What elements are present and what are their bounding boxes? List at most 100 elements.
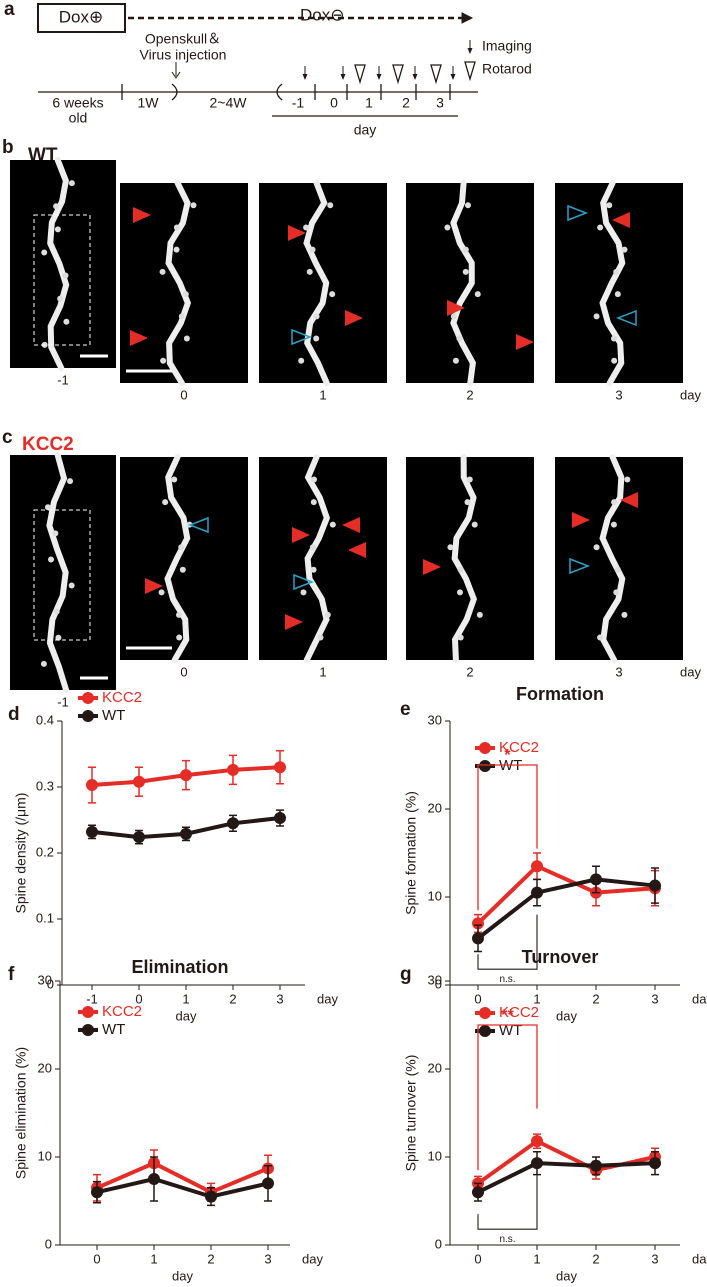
- spine: [67, 478, 74, 485]
- x-tick-label: 0: [135, 991, 142, 1006]
- y-tick-label: 10: [38, 1148, 52, 1163]
- imaging-arrow: [340, 74, 346, 80]
- spine: [597, 224, 604, 231]
- day-label: 2: [402, 95, 410, 111]
- x-tick-label: 3: [651, 1251, 658, 1266]
- spine: [621, 246, 628, 253]
- dendrite: [165, 180, 192, 386]
- spine: [611, 357, 618, 364]
- arrowhead: [612, 212, 630, 228]
- legend-marker: [479, 1007, 491, 1019]
- x-tick-label: 2: [229, 991, 236, 1006]
- legend-label: KCC2: [499, 1004, 539, 1021]
- imaging-arrow: [302, 74, 308, 80]
- spine: [474, 291, 481, 298]
- x-tick-label: 1: [150, 1251, 157, 1266]
- spine: [55, 634, 62, 641]
- arrowhead: [285, 614, 303, 630]
- spine: [317, 634, 324, 641]
- spine: [41, 249, 48, 256]
- x-axis-unit: day: [692, 1251, 707, 1266]
- x-axis-label: day: [176, 1008, 197, 1023]
- spine: [54, 226, 61, 233]
- x-tick-label: 2: [207, 1251, 214, 1266]
- x-tick-label: 3: [276, 991, 283, 1006]
- significance-label: **: [501, 1007, 514, 1024]
- arrowhead: [292, 527, 310, 543]
- x-tick-label: -1: [86, 991, 98, 1006]
- imaging-arrow: [376, 74, 382, 80]
- dox-off: Dox⊖: [300, 5, 344, 24]
- legend-label: WT: [499, 1022, 522, 1039]
- marker: [274, 812, 286, 825]
- x-axis-unit: day: [317, 991, 338, 1006]
- y-tick-label: 30: [428, 712, 442, 727]
- day-unit: day: [680, 664, 701, 679]
- marker: [531, 1135, 543, 1148]
- spine: [303, 224, 310, 231]
- legend-label: WT: [102, 1021, 125, 1038]
- marker: [649, 1157, 661, 1170]
- panel-label: d: [8, 704, 20, 725]
- day-label: 0: [330, 95, 338, 111]
- spine: [606, 202, 613, 209]
- age-label: old: [69, 110, 88, 126]
- dendrite: [450, 180, 476, 386]
- dendrite: [303, 180, 330, 386]
- arrowhead: [620, 492, 638, 508]
- marker: [91, 1186, 103, 1199]
- significance-label: n.s.: [499, 1234, 515, 1245]
- x-tick-label: 3: [651, 991, 658, 1006]
- series-line: [96, 1160, 269, 1195]
- legend-label: WT: [102, 707, 125, 724]
- series-line: [477, 1161, 656, 1194]
- surgery-label: Openskull＆: [145, 31, 221, 47]
- significance-label: n.s.: [499, 974, 515, 985]
- spine: [610, 335, 617, 342]
- x-tick-label: 1: [533, 1251, 540, 1266]
- legend-label: Imaging: [482, 38, 532, 54]
- y-tick-label: 0: [45, 1236, 52, 1251]
- roi-box: [33, 509, 91, 641]
- spine: [462, 268, 469, 275]
- day-label: 1: [319, 387, 326, 402]
- spine: [613, 268, 620, 275]
- spine: [53, 203, 60, 210]
- y-axis-label: Spine turnover (%): [403, 1055, 419, 1172]
- arrowhead: [423, 559, 441, 575]
- spine: [178, 313, 185, 320]
- spine: [621, 611, 628, 618]
- arrowhead: [345, 310, 363, 326]
- spine: [158, 589, 165, 596]
- arrowhead: [130, 330, 148, 346]
- day-unit: day: [680, 387, 701, 402]
- spine: [183, 335, 190, 342]
- y-tick-label: 10: [428, 1148, 442, 1163]
- spine: [610, 521, 617, 528]
- dox-box: [37, 3, 126, 33]
- spine: [444, 224, 451, 231]
- arrowhead: [133, 207, 151, 223]
- day-label: 3: [615, 664, 622, 679]
- day-label: -1: [292, 95, 305, 111]
- significance-bracket: [477, 914, 538, 970]
- marker: [205, 1190, 217, 1203]
- spine: [593, 544, 600, 551]
- arrowhead: [348, 542, 366, 558]
- x-axis-unit: day: [302, 1251, 323, 1266]
- imaging-arrow: [412, 74, 418, 80]
- spine: [176, 634, 183, 641]
- marker: [590, 1159, 602, 1172]
- arrow-head: [461, 12, 474, 24]
- y-tick-label: 30: [428, 972, 442, 987]
- arrowhead: [572, 512, 590, 528]
- panel-label: f: [8, 964, 15, 985]
- spine: [613, 589, 620, 596]
- timeline: [37, 3, 478, 117]
- day-label: 3: [615, 387, 622, 402]
- chart-title: Turnover: [522, 947, 599, 967]
- y-tick-label: 0: [435, 1236, 442, 1251]
- arrowhead: [615, 309, 637, 327]
- legend-marker: [82, 692, 94, 704]
- marker: [649, 879, 661, 892]
